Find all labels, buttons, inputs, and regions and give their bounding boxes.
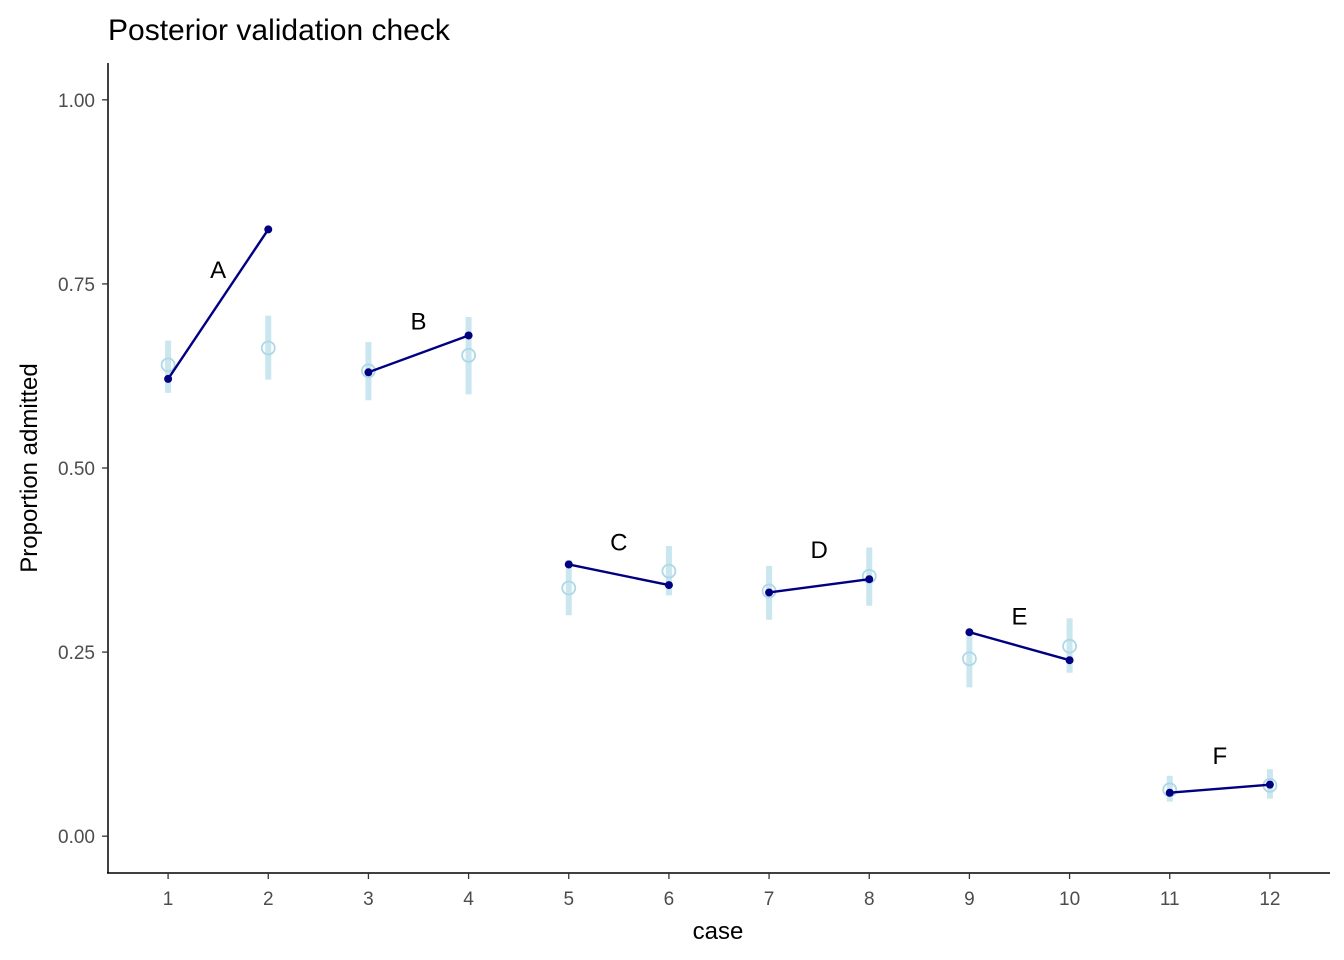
x-tick-label: 6	[664, 889, 675, 910]
y-ticks: 0.00 0.25 0.50 0.75 1.00	[58, 91, 108, 848]
predicted-points	[160, 340, 1278, 798]
x-tick-label: 12	[1259, 889, 1280, 910]
x-tick-label: 4	[463, 889, 474, 910]
department-label: B	[411, 309, 427, 336]
observed-point	[1265, 780, 1274, 789]
predicted-point	[461, 347, 476, 363]
x-tick-label: 10	[1059, 889, 1080, 910]
predicted-point	[160, 357, 176, 373]
department-label: D	[810, 537, 827, 564]
observed-point	[564, 560, 573, 569]
chart-title: Posterior validation check	[108, 14, 451, 47]
department-labels: A B C D E F	[210, 257, 1227, 770]
x-tick-label: 9	[964, 889, 975, 910]
observed-point	[965, 628, 974, 637]
observed-point	[865, 575, 874, 584]
observed-point	[164, 374, 173, 383]
predicted-point	[561, 580, 577, 596]
department-label: A	[210, 257, 226, 284]
y-axis-title: Proportion admitted	[16, 363, 43, 572]
observed-point	[765, 588, 774, 597]
observed-line	[368, 334, 470, 374]
observed-line	[768, 578, 870, 594]
x-tick-label: 8	[864, 889, 875, 910]
predicted-point	[1062, 638, 1077, 654]
observed-point	[364, 368, 373, 377]
y-tick-label: 1.00	[58, 91, 95, 112]
observed-line	[969, 631, 1070, 662]
observed-line	[568, 563, 670, 587]
observed-lines	[167, 228, 1270, 794]
y-tick-label: 0.00	[58, 827, 95, 848]
observed-points	[164, 225, 1274, 797]
x-axis-title: case	[693, 918, 744, 945]
y-tick-label: 0.75	[58, 275, 95, 296]
axes	[107, 63, 1330, 874]
x-tick-label: 5	[563, 889, 574, 910]
observed-line	[167, 228, 270, 380]
y-tick-label: 0.25	[58, 643, 95, 664]
observed-point	[464, 331, 473, 340]
y-tick-label: 0.50	[58, 459, 95, 480]
department-label: C	[610, 530, 627, 557]
observed-point	[664, 581, 673, 590]
x-tick-label: 2	[263, 889, 274, 910]
predicted-point	[661, 563, 677, 579]
department-label: F	[1212, 743, 1227, 770]
predicted-point	[260, 340, 276, 356]
observed-point	[264, 225, 273, 234]
x-tick-label: 3	[363, 889, 374, 910]
observed-point	[1065, 656, 1074, 665]
x-ticks: 1 2 3 4 5 6 7 8 9 10 11 12	[163, 873, 1280, 910]
x-tick-label: 1	[163, 889, 174, 910]
department-label: E	[1011, 603, 1027, 630]
observed-point	[1165, 788, 1174, 797]
predicted-point	[962, 651, 977, 667]
x-tick-label: 11	[1160, 889, 1180, 910]
observed-line	[1169, 783, 1270, 794]
x-tick-label: 7	[764, 889, 775, 910]
prediction-intervals	[165, 315, 1273, 802]
